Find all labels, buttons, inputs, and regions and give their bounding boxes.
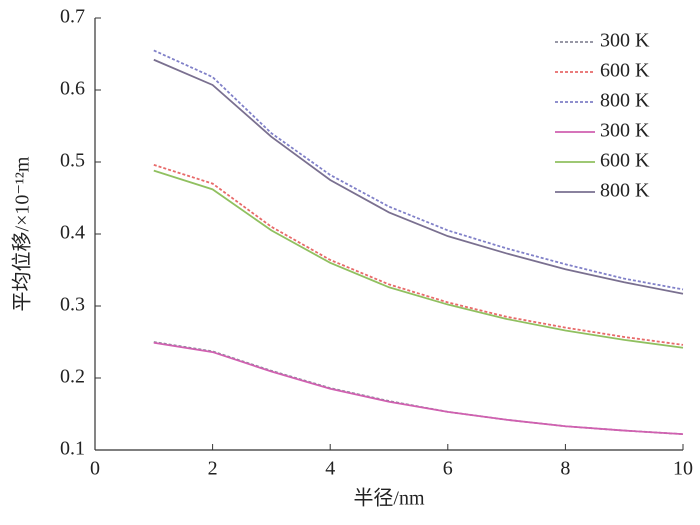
x-tick-label: 6 xyxy=(443,458,453,480)
legend-label: 600 K xyxy=(600,150,650,172)
x-tick-label: 0 xyxy=(90,458,100,480)
series-line xyxy=(153,169,684,349)
y-tick-label: 0.7 xyxy=(60,6,85,28)
legend-label: 300 K xyxy=(600,30,650,52)
legend-label: 800 K xyxy=(600,90,650,112)
y-tick-label: 0.3 xyxy=(60,294,85,316)
y-tick-label: 0.4 xyxy=(60,222,85,244)
legend-label: 800 K xyxy=(600,180,650,202)
y-tick-label: 0.1 xyxy=(60,438,85,460)
legend-label: 600 K xyxy=(600,60,650,82)
x-tick-label: 8 xyxy=(560,458,570,480)
x-tick-label: 4 xyxy=(325,458,335,480)
legend-label: 300 K xyxy=(600,120,650,142)
y-tick-label: 0.2 xyxy=(60,366,85,388)
y-tick-label: 0.5 xyxy=(60,150,85,172)
x-tick-label: 2 xyxy=(208,458,218,480)
series-line xyxy=(153,58,684,295)
y-axis-label: 平均位移/×10⁻¹²m xyxy=(11,156,34,311)
series-line xyxy=(153,164,684,346)
series-line xyxy=(153,49,684,291)
series-line xyxy=(153,341,684,436)
series-line xyxy=(153,341,684,436)
x-axis-label: 半径/nm xyxy=(353,487,425,510)
x-tick-label: 10 xyxy=(673,458,693,480)
y-tick-label: 0.6 xyxy=(60,78,85,100)
